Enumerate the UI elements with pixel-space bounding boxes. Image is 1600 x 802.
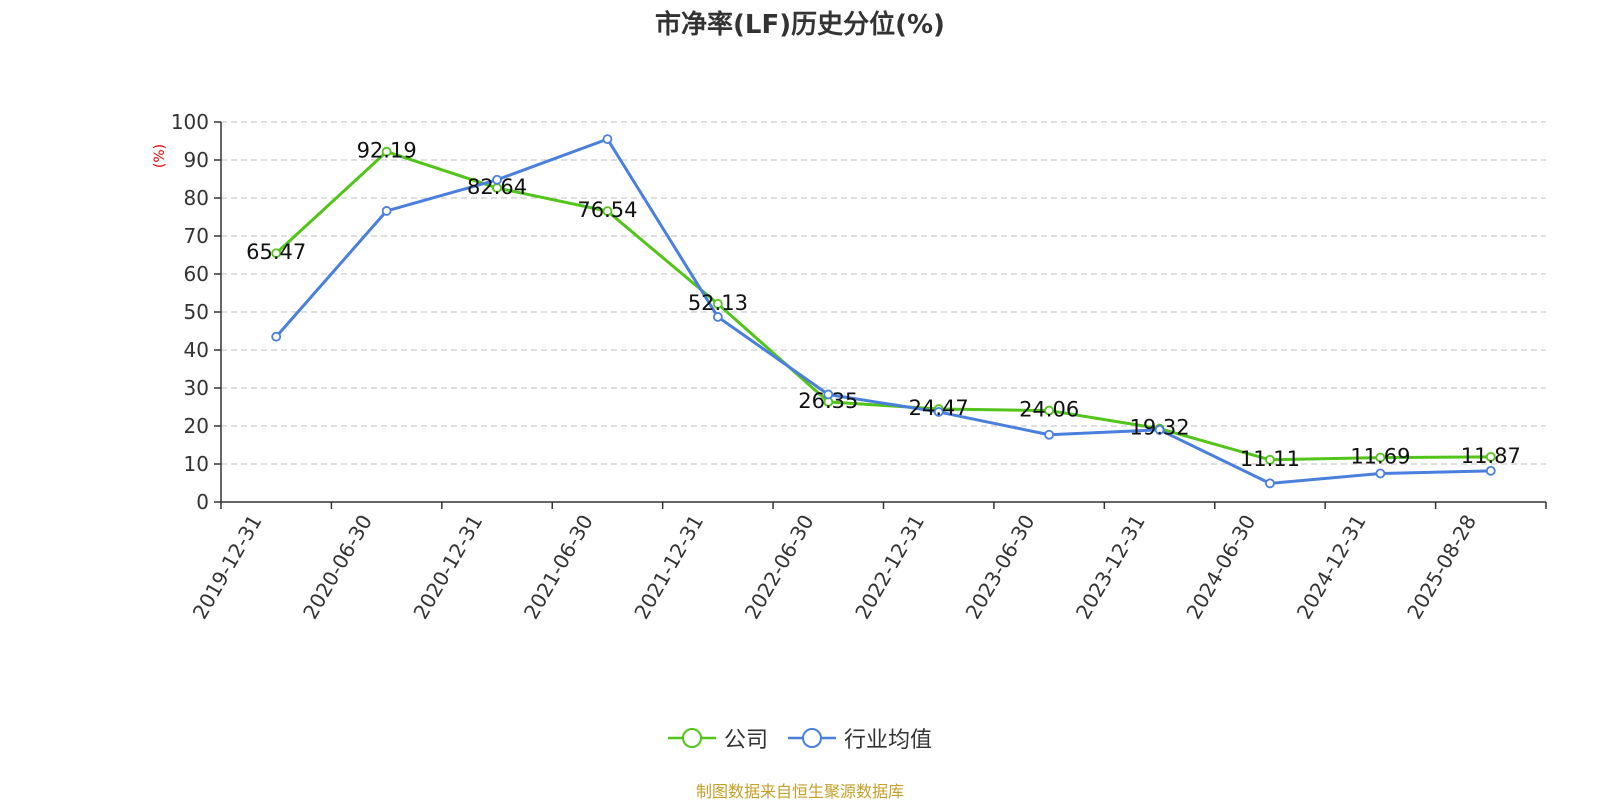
x-tick-label: 2020-12-31: [408, 510, 487, 623]
data-point: [1485, 465, 1496, 476]
x-tick-label: 2019-12-31: [188, 511, 267, 624]
data-label: 24.47: [909, 396, 969, 420]
data-point: [1375, 452, 1386, 463]
data-point: [933, 407, 944, 417]
legend-item[interactable]: 行业均值: [788, 722, 932, 754]
x-tick-label: 2024-06-30: [1181, 511, 1260, 624]
data-label: 24.06: [1019, 398, 1079, 422]
y-tick-label: 100: [171, 110, 209, 134]
data-point: [1044, 405, 1055, 416]
data-point: [823, 389, 834, 400]
data-point: [602, 134, 613, 145]
data-label: 26.35: [798, 389, 858, 413]
data-point: [712, 312, 723, 322]
y-tick-label: 10: [184, 452, 209, 476]
data-point: [492, 174, 502, 185]
data-label: 11.87: [1461, 444, 1521, 468]
y-tick-label: 30: [184, 376, 209, 400]
data-point: [1375, 468, 1386, 479]
legend-line-circle-icon: [788, 728, 836, 748]
x-tick-label: 2022-12-31: [850, 510, 929, 623]
y-tick-label: 20: [184, 414, 209, 438]
chart-title: 市净率(LF)历史分位(%): [655, 10, 945, 40]
x-tick-label: 2022-06-30: [740, 511, 819, 624]
data-point: [271, 248, 282, 259]
data-label: 92.19: [357, 139, 417, 163]
x-tick-label: 2021-06-30: [519, 511, 598, 624]
data-label: 11.69: [1350, 445, 1410, 469]
data-label: 76.54: [577, 198, 637, 222]
data-point: [1265, 478, 1275, 489]
y-tick-label: 70: [184, 224, 209, 248]
x-tick-label: 2020-06-30: [298, 511, 377, 624]
legend-line-circle-icon: [667, 728, 716, 748]
data-point: [381, 146, 392, 157]
data-label: 52.13: [688, 291, 748, 315]
data-point: [712, 299, 723, 309]
y-axis-label: (%): [152, 144, 168, 168]
data-label: 11.11: [1240, 447, 1300, 471]
y-tick-label: 40: [184, 338, 209, 362]
source-note: 制图数据来自恒生聚源数据库: [695, 782, 904, 801]
data-point: [1485, 451, 1496, 462]
data-point: [1154, 424, 1165, 435]
y-tick-label: 90: [184, 148, 209, 172]
x-tick-label: 2025-08-28: [1402, 511, 1481, 624]
y-tick-label: 80: [184, 186, 209, 210]
series-line: [275, 137, 1491, 485]
data-point: [271, 331, 282, 342]
data-label: 65.47: [246, 240, 306, 264]
data-point: [1044, 429, 1055, 440]
legend: 公司 行业均值: [0, 722, 1600, 754]
legend-label: 行业均值: [844, 728, 933, 753]
data-point: [1265, 454, 1275, 465]
y-tick-label: 60: [184, 262, 209, 286]
x-tick-label: 2024-12-31: [1292, 511, 1371, 624]
legend-label: 公司: [723, 728, 768, 753]
x-tick-label: 2021-12-31: [629, 511, 708, 624]
legend-item[interactable]: 公司: [667, 722, 768, 754]
y-tick-label: 0: [196, 490, 209, 514]
data-label: 82.64: [467, 175, 527, 199]
x-tick-label: 2023-12-31: [1071, 511, 1150, 624]
series-line: [275, 150, 1491, 462]
x-tick-label: 2023-06-30: [961, 511, 1040, 624]
data-label: 19.32: [1129, 416, 1189, 440]
y-tick-label: 50: [184, 300, 209, 324]
data-point: [602, 206, 613, 217]
data-point: [381, 206, 392, 216]
